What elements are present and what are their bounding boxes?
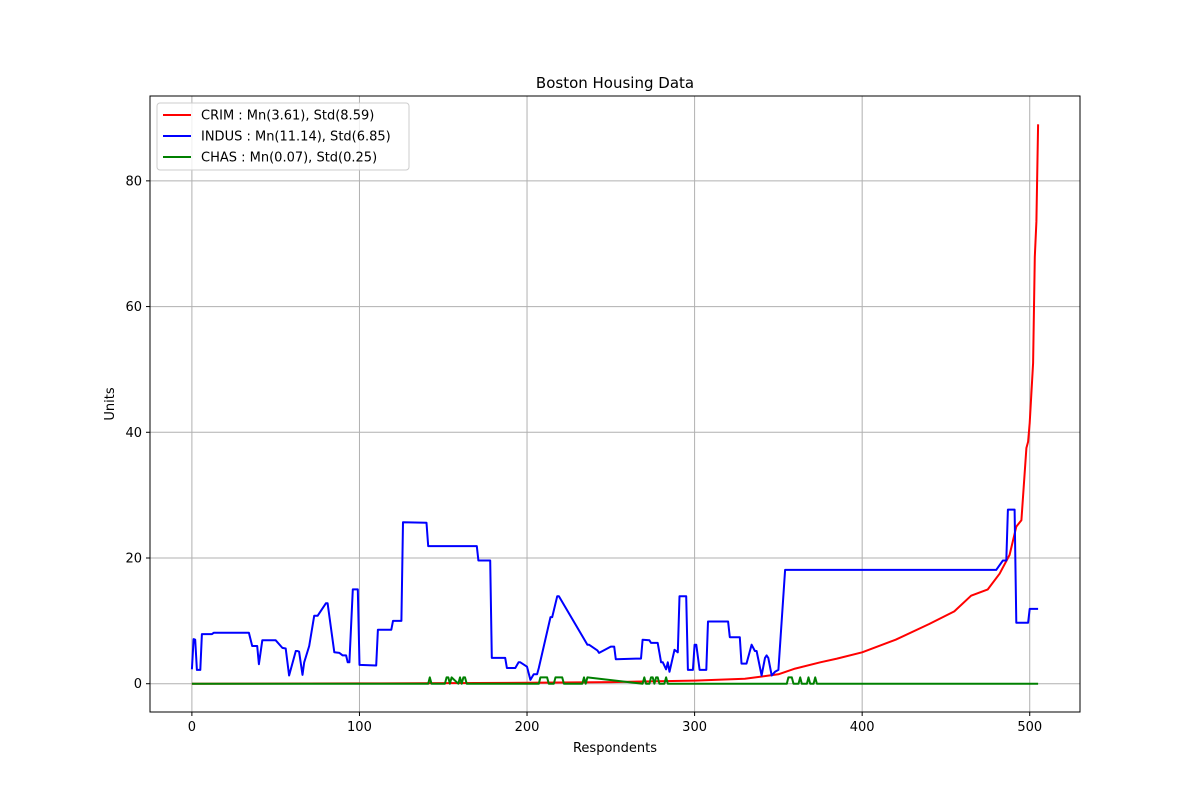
chart-title: Boston Housing Data (536, 74, 694, 92)
series-line-crim (191, 124, 1040, 685)
axis-ticks: 0 100 200 300 400 500 0 20 40 60 80 (125, 174, 1042, 735)
legend-label: CRIM : Mn(3.61), Std(8.59) (201, 109, 374, 124)
y-tick-label: 20 (125, 552, 142, 567)
y-tick-label: 40 (125, 426, 142, 441)
grid-lines (150, 96, 1080, 712)
legend-box (156, 102, 410, 171)
series-line-chas (191, 676, 1039, 685)
series-lines (190, 124, 1040, 685)
x-tick-label: 500 (1017, 720, 1042, 735)
y-tick-label: 60 (125, 300, 142, 315)
series-line-indus (190, 508, 1039, 681)
legend: CRIM : Mn(3.61), Std(8.59) INDUS : Mn(11.… (156, 102, 410, 171)
x-tick-label: 300 (682, 720, 707, 735)
y-tick-label: 0 (134, 677, 142, 692)
legend-label: CHAS : Mn(0.07), Std(0.25) (201, 151, 377, 166)
y-axis-label: Units (103, 387, 118, 420)
x-tick-label: 0 (188, 720, 196, 735)
legend-label: INDUS : Mn(11.14), Std(6.85) (201, 130, 391, 145)
x-axis-label: Respondents (573, 741, 657, 756)
plot-frame (149, 95, 1081, 713)
x-tick-label: 400 (850, 720, 875, 735)
x-tick-label: 200 (515, 720, 540, 735)
x-tick-label: 100 (347, 720, 372, 735)
y-tick-label: 80 (125, 174, 142, 189)
